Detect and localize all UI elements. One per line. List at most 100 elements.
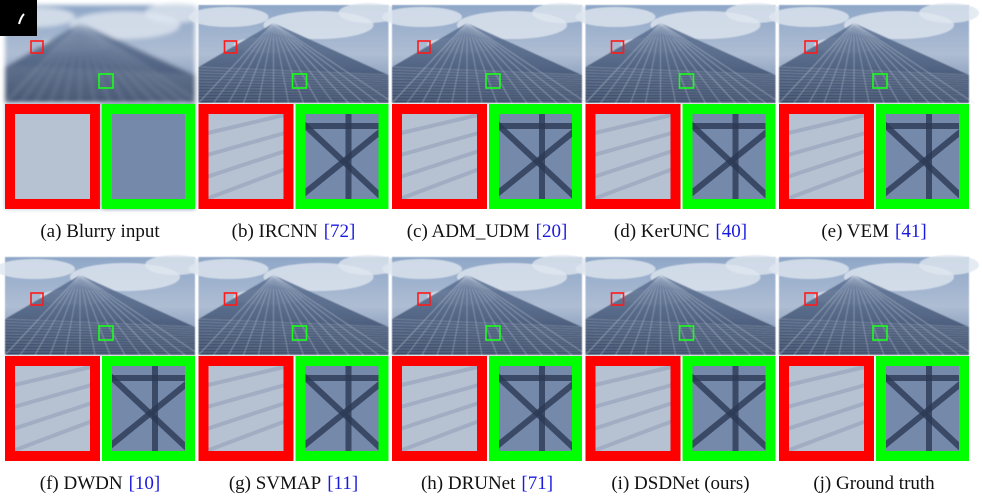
- lattice: [778, 353, 970, 356]
- crop-line: [301, 378, 386, 449]
- lattice: [273, 22, 379, 104]
- lattice: [4, 342, 196, 345]
- lattice: [466, 274, 513, 356]
- lattice: [391, 98, 583, 101]
- lattice: [198, 93, 389, 96]
- lattice: [585, 336, 776, 341]
- lattice: [4, 353, 196, 356]
- lattice: [79, 274, 186, 356]
- caption-text: (j) Ground truth: [813, 473, 935, 494]
- lattice: [466, 274, 573, 356]
- scene-image: [575, 3, 786, 107]
- red-border: [392, 104, 487, 209]
- lattice: [391, 78, 583, 85]
- cloud: [919, 255, 979, 275]
- crop-line: [882, 378, 966, 449]
- red-border: [392, 356, 487, 461]
- lattice: [778, 345, 970, 348]
- lattice: [808, 22, 855, 104]
- citation: [20]: [536, 221, 568, 242]
- crop-line: [589, 400, 677, 432]
- lattice: [421, 22, 468, 104]
- lattice: [466, 274, 498, 356]
- caption-text: (c) ADM_UDM: [407, 221, 530, 242]
- scene-image: [769, 255, 979, 359]
- green-border: [489, 104, 582, 209]
- crop-line: [783, 364, 870, 388]
- lattice: [391, 339, 583, 343]
- lattice: [19, 274, 81, 356]
- crop-line: [783, 166, 870, 202]
- lattice: [778, 336, 970, 341]
- lattice: [391, 353, 583, 356]
- lattice: [660, 274, 751, 356]
- lattice: [79, 274, 111, 356]
- lattice: [79, 274, 96, 356]
- lattice: [660, 274, 721, 356]
- red-roi: [417, 40, 431, 54]
- lattice: [391, 342, 583, 345]
- citation: [11]: [327, 473, 358, 494]
- lattice: [585, 101, 776, 104]
- lattice: [34, 274, 81, 356]
- lattice: [585, 90, 776, 93]
- crop-line: [783, 112, 870, 136]
- scene-image: [188, 255, 399, 359]
- green-border: [295, 104, 389, 209]
- lattice: [273, 22, 289, 104]
- lattice: [585, 345, 776, 348]
- lattice: [853, 22, 975, 104]
- crop-fill: [5, 104, 100, 209]
- lattice: [391, 327, 583, 334]
- citation: [40]: [715, 221, 747, 242]
- crop-line: [9, 418, 96, 454]
- lattice: [853, 274, 900, 356]
- red-roi: [610, 40, 625, 54]
- lattice: [853, 22, 915, 104]
- crop-line: [783, 382, 870, 410]
- lattice: [451, 22, 468, 104]
- crop-line: [9, 382, 96, 410]
- green-roi: [98, 73, 114, 89]
- lattice: [853, 274, 975, 356]
- lattice: [778, 78, 970, 85]
- cloud: [0, 259, 75, 279]
- red-border: [779, 356, 874, 461]
- lattice: [198, 98, 389, 101]
- crop-fill: [779, 356, 874, 461]
- green-roi: [485, 73, 501, 89]
- crop-line: [589, 166, 677, 202]
- crop-line: [495, 378, 579, 449]
- crop-fill: [102, 104, 195, 209]
- lattice: [198, 90, 389, 93]
- lattice: [273, 274, 334, 356]
- lattice: [466, 22, 588, 104]
- cloud: [769, 259, 849, 279]
- lattice: [615, 22, 661, 104]
- citation: [10]: [129, 473, 161, 494]
- red-crop: [5, 104, 100, 209]
- lattice: [391, 90, 583, 93]
- crop-line: [396, 112, 483, 136]
- lattice: [853, 22, 870, 104]
- lattice: [853, 22, 885, 104]
- lattice: [391, 93, 583, 96]
- lattice: [660, 274, 706, 356]
- lattice: [585, 274, 661, 356]
- lattice: [823, 274, 855, 356]
- green-border: [102, 104, 195, 209]
- lattice: [466, 22, 498, 104]
- green-border: [102, 356, 195, 461]
- lattice: [79, 274, 171, 356]
- lattice: [391, 87, 583, 91]
- crop-line: [9, 400, 96, 432]
- lattice: [198, 333, 389, 339]
- lattice: [660, 22, 691, 104]
- lattice: [198, 330, 389, 337]
- crop-line: [396, 130, 483, 158]
- lattice: [391, 345, 583, 348]
- lattice: [853, 22, 960, 104]
- red-crop: [392, 356, 487, 461]
- crop-line: [396, 418, 483, 454]
- lattice: [79, 22, 201, 104]
